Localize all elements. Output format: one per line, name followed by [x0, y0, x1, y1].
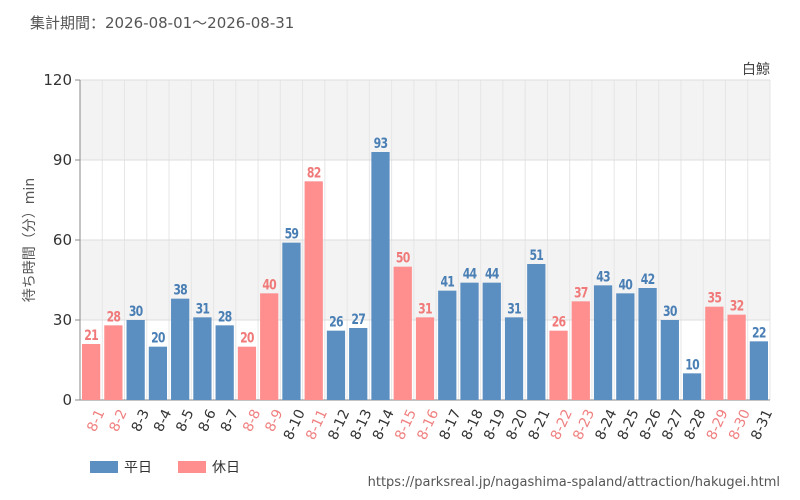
- bar: [193, 317, 212, 400]
- y-tick-label: 90: [53, 151, 72, 169]
- x-tick-label: 8-6: [196, 407, 220, 435]
- bar: [682, 373, 702, 400]
- data-label: 59: [285, 225, 299, 242]
- data-label: 44: [485, 265, 500, 282]
- bar: [527, 264, 546, 400]
- data-label: 31: [418, 300, 432, 317]
- y-tick-label: 60: [53, 231, 72, 249]
- bar: [126, 320, 145, 400]
- legend: 平日 休日: [90, 457, 240, 477]
- bar: [749, 341, 768, 400]
- bar: [349, 328, 368, 400]
- bar: [705, 306, 724, 400]
- bar: [571, 301, 590, 400]
- bar: [415, 317, 435, 400]
- x-tick-label: 8-2: [107, 407, 131, 434]
- period-text: 集計期間：2026-08-01～2026-08-31: [30, 14, 295, 32]
- data-label: 30: [663, 303, 678, 320]
- data-label: 82: [307, 164, 321, 181]
- x-tick-label: 8-3: [129, 407, 153, 434]
- bar: [171, 298, 190, 400]
- legend-swatch-holiday: [178, 461, 206, 473]
- data-label: 28: [218, 308, 232, 325]
- chart-title: 白鯨: [742, 62, 770, 78]
- data-label: 28: [107, 308, 121, 325]
- x-tick-label: 8-7: [218, 407, 242, 434]
- legend-item-holiday[interactable]: 休日: [178, 457, 240, 477]
- data-label: 27: [351, 311, 365, 328]
- data-label: 37: [574, 284, 588, 301]
- bar: [593, 285, 613, 400]
- bar: [727, 314, 746, 400]
- source-url[interactable]: https://parksreal.jp/nagashima-spaland/a…: [367, 475, 780, 490]
- data-label: 41: [440, 273, 454, 290]
- bar: [215, 325, 234, 400]
- bar: [237, 346, 257, 400]
- data-label: 42: [641, 271, 655, 288]
- data-label: 22: [752, 324, 766, 341]
- bar: [616, 293, 635, 400]
- y-axis-label: 待ち時間（分）min: [22, 178, 38, 302]
- bar: [82, 344, 101, 400]
- data-label: 43: [596, 268, 610, 285]
- bar: [148, 346, 168, 400]
- y-tick-label: 120: [43, 71, 72, 89]
- bar: [549, 330, 568, 400]
- data-label: 21: [84, 327, 98, 344]
- grid-band: [80, 80, 770, 160]
- bar: [393, 266, 412, 400]
- legend-swatch-weekday: [90, 461, 118, 473]
- x-tick-label: 8-1: [84, 407, 108, 434]
- bar: [371, 152, 390, 400]
- bar: [438, 290, 457, 400]
- data-label: 40: [619, 276, 634, 293]
- bar: [326, 330, 346, 400]
- data-label: 31: [196, 300, 210, 317]
- data-label: 20: [151, 329, 166, 346]
- x-tick-label: 8-4: [151, 407, 175, 435]
- data-label: 32: [730, 297, 744, 314]
- legend-label-weekday: 平日: [124, 460, 152, 476]
- bar: [638, 288, 657, 400]
- bar: [104, 325, 123, 400]
- y-tick-label: 0: [62, 391, 72, 409]
- data-label: 93: [374, 135, 388, 152]
- bar: [282, 242, 301, 400]
- bar: [504, 317, 524, 400]
- data-label: 44: [463, 265, 478, 282]
- data-label: 51: [529, 247, 543, 264]
- x-tick-label: 8-5: [173, 407, 197, 434]
- x-tick-label: 8-31: [748, 407, 776, 443]
- bar: [460, 282, 479, 400]
- data-label: 10: [685, 356, 700, 373]
- y-tick-label: 30: [53, 311, 72, 329]
- legend-item-weekday[interactable]: 平日: [90, 457, 152, 477]
- data-label: 20: [240, 329, 255, 346]
- data-label: 26: [552, 313, 567, 330]
- data-label: 35: [708, 289, 722, 306]
- bar: [304, 181, 323, 400]
- data-label: 30: [129, 303, 144, 320]
- bar: [482, 282, 501, 400]
- data-label: 31: [507, 300, 521, 317]
- legend-label-holiday: 休日: [212, 460, 240, 476]
- data-label: 26: [329, 313, 344, 330]
- data-label: 38: [173, 281, 187, 298]
- data-label: 50: [396, 249, 411, 266]
- x-tick-label: 8-8: [240, 407, 264, 434]
- data-label: 40: [262, 276, 277, 293]
- bar: [660, 320, 679, 400]
- bar: [260, 293, 279, 400]
